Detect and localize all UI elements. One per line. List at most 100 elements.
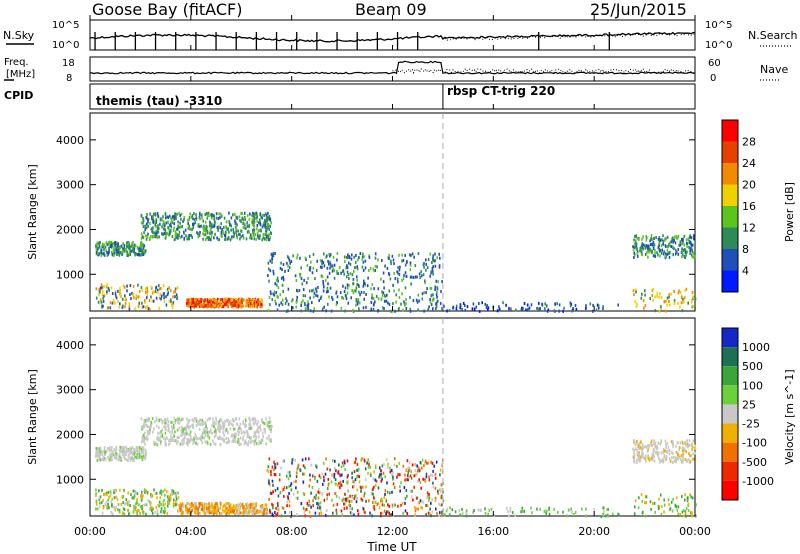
data-cell (195, 506, 198, 510)
data-cell (248, 217, 251, 221)
data-cell (162, 284, 165, 288)
data-cell (133, 245, 135, 249)
data-cell (271, 502, 273, 506)
data-cell (367, 458, 369, 462)
data-cell (230, 422, 233, 426)
data-cell (250, 510, 253, 514)
data-cell (282, 275, 285, 279)
data-cell (201, 418, 203, 422)
data-cell (150, 420, 152, 424)
data-cell (417, 252, 420, 256)
data-cell (380, 497, 383, 501)
data-cell (672, 497, 674, 501)
data-cell (215, 416, 217, 420)
data-cell (415, 496, 418, 500)
data-cell (638, 455, 640, 459)
data-cell (446, 309, 448, 313)
data-cell (681, 510, 684, 514)
data-cell (228, 422, 231, 426)
data-cell (431, 269, 434, 273)
data-cell (95, 502, 98, 506)
data-cell (640, 455, 642, 459)
data-cell (215, 434, 217, 437)
data-cell (119, 288, 121, 292)
data-cell (299, 274, 302, 278)
data-cell (459, 306, 461, 310)
data-cell (641, 246, 643, 250)
data-cell (174, 492, 177, 496)
data-cell (271, 465, 274, 469)
data-cell (234, 432, 236, 436)
data-cell (318, 474, 321, 478)
data-cell (676, 440, 679, 444)
data-cell (275, 513, 277, 517)
data-cell (391, 254, 394, 258)
data-cell (184, 228, 187, 232)
data-cell (152, 235, 154, 238)
data-cell (417, 308, 419, 312)
data-cell (398, 253, 400, 257)
data-cell (400, 503, 402, 507)
data-cell (441, 510, 443, 514)
data-cell (247, 303, 250, 307)
data-cell (258, 221, 260, 225)
data-cell (511, 511, 514, 515)
data-cell (685, 253, 688, 257)
data-cell (642, 299, 645, 303)
data-cell (278, 473, 281, 477)
data-cell (99, 458, 102, 462)
data-cell (146, 491, 149, 494)
data-cell (602, 506, 604, 510)
data-cell (308, 289, 311, 293)
data-cell (459, 304, 462, 308)
data-cell (358, 290, 360, 294)
data-cell (219, 423, 221, 427)
time-tick-label: 12:00 (377, 525, 409, 538)
data-cell (239, 233, 241, 237)
data-cell (155, 441, 157, 445)
data-cell (162, 489, 164, 493)
data-cell (416, 275, 418, 279)
data-cell (230, 507, 232, 511)
data-cell (199, 213, 201, 217)
data-cell (636, 440, 638, 443)
data-cell (274, 463, 276, 466)
data-cell (109, 458, 111, 462)
data-cell (671, 452, 674, 456)
data-cell (238, 443, 240, 446)
data-cell (632, 289, 635, 293)
data-cell (508, 307, 510, 311)
data-cell (682, 442, 684, 446)
data-cell (213, 503, 216, 507)
data-cell (441, 495, 444, 499)
data-cell (311, 486, 314, 489)
data-cell (295, 471, 298, 475)
data-cell (122, 495, 125, 499)
data-cell (264, 218, 266, 222)
data-cell (150, 495, 152, 499)
data-cell (570, 507, 573, 511)
data-cell (202, 420, 205, 424)
data-cell (278, 492, 281, 496)
data-cell (689, 454, 691, 458)
data-cell (119, 286, 121, 290)
data-cell (688, 460, 691, 464)
data-cell (681, 460, 684, 464)
data-cell (349, 511, 352, 515)
data-cell (185, 426, 187, 430)
data-cell (665, 455, 668, 459)
data-cell (136, 253, 139, 257)
data-cell (136, 245, 139, 249)
data-cell (597, 304, 600, 308)
data-cell (231, 509, 234, 513)
data-cell (639, 446, 642, 450)
data-cell (531, 511, 533, 515)
data-cell (371, 514, 373, 518)
data-cell (119, 251, 122, 255)
data-cell (406, 459, 409, 463)
data-cell (389, 470, 392, 474)
data-cell (403, 486, 406, 489)
data-cell (140, 417, 143, 421)
data-cell (137, 456, 139, 459)
data-cell (224, 429, 227, 433)
